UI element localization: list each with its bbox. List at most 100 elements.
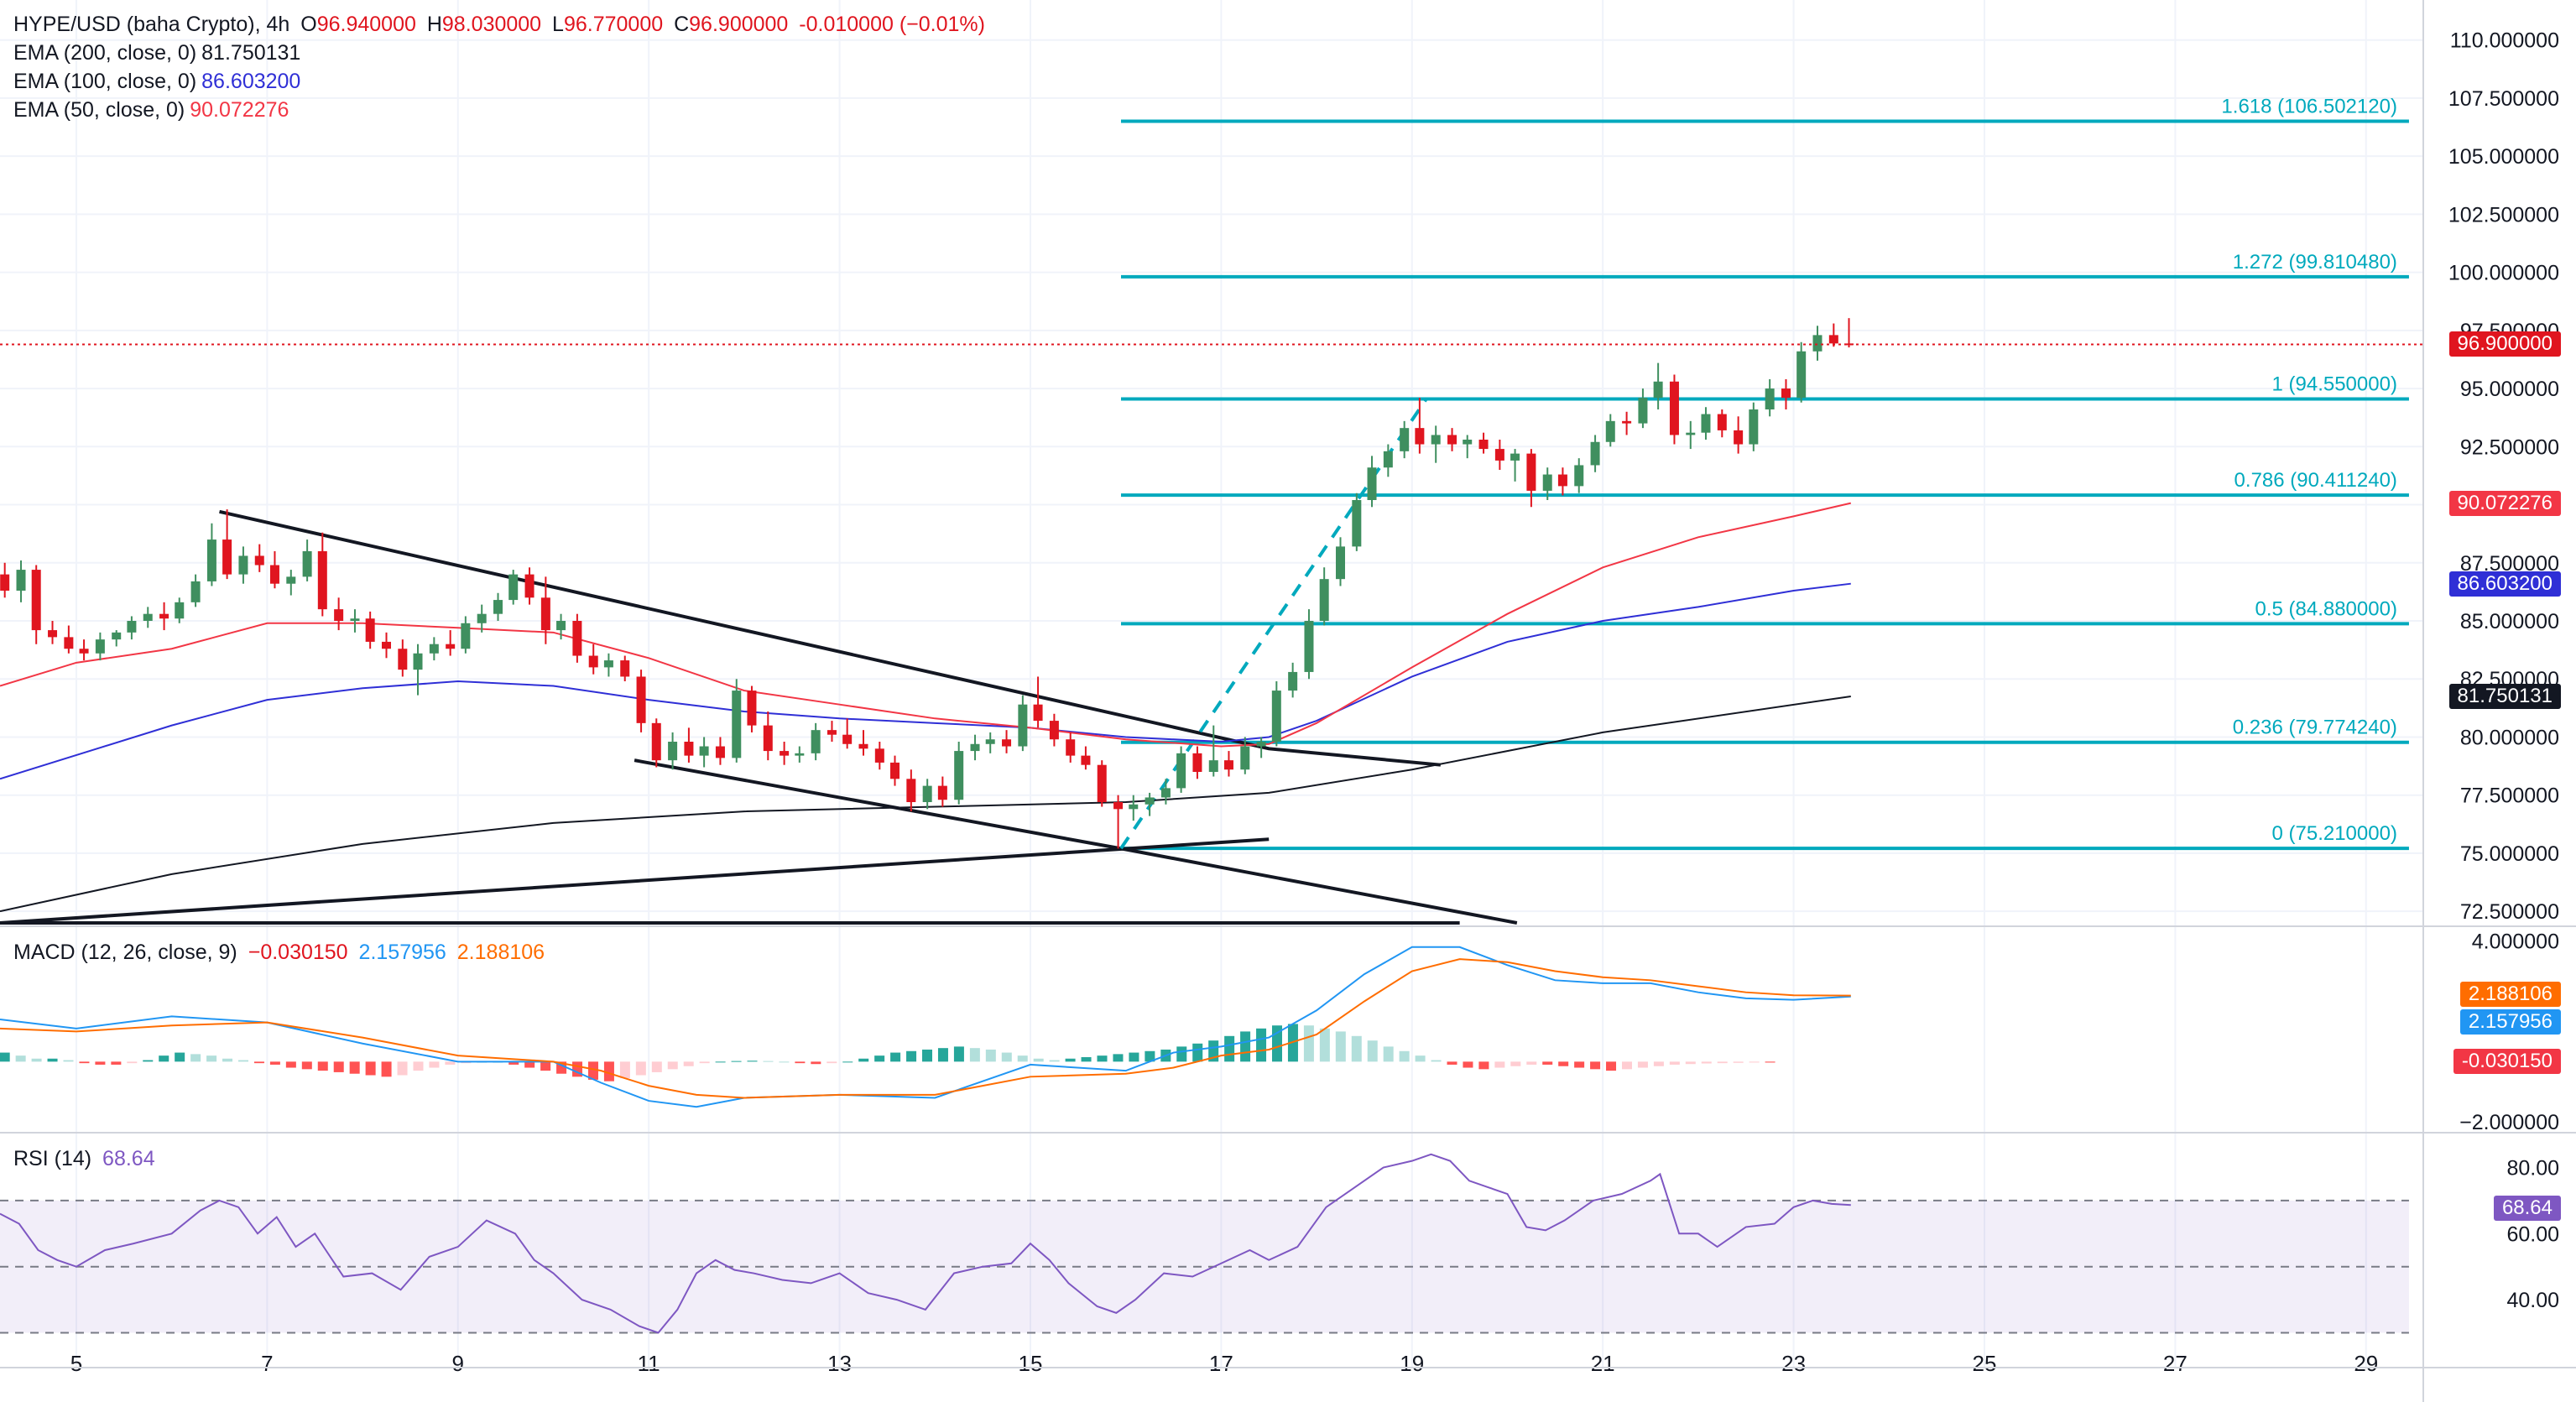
macd-signal-value: 2.188106: [456, 941, 545, 964]
macd-histogram-bar: [1033, 1058, 1044, 1062]
last-price-tag: 96.900000: [2448, 331, 2561, 357]
candle-down: [636, 676, 646, 723]
macd-histogram-bar: [1749, 1061, 1760, 1063]
macd-histogram-bar: [333, 1061, 344, 1072]
fib-level-label: 1.272 (99.810480): [2233, 251, 2397, 274]
price-tick-label: 92.500000: [2460, 435, 2559, 459]
candle-up: [1271, 691, 1281, 742]
candle-down: [64, 637, 74, 649]
macd-hist-value: −0.030150: [248, 941, 348, 964]
macd-histogram-bar: [827, 1061, 837, 1064]
candle-up: [1765, 388, 1775, 409]
candle-up: [238, 555, 248, 575]
macd-histogram-bar: [1065, 1058, 1076, 1062]
ema200-price-tag: 81.750131: [2448, 684, 2561, 709]
macd-histogram-bar: [1765, 1061, 1776, 1063]
x-tick-label: 19: [1400, 1351, 1424, 1376]
macd-histogram-bar: [381, 1061, 392, 1077]
macd-histogram-bar: [1129, 1052, 1139, 1062]
macd-histogram-bar: [953, 1046, 964, 1062]
macd-histogram-bar: [1701, 1061, 1712, 1064]
candle-down: [572, 621, 582, 656]
macd-histogram-bar: [508, 1061, 519, 1065]
candle-up: [1812, 335, 1822, 352]
macd-histogram-bar: [619, 1061, 630, 1079]
candle-up: [970, 743, 980, 752]
price-tick-label: 102.500000: [2448, 203, 2559, 227]
price-tick-label: 107.500000: [2448, 87, 2559, 111]
macd-line-value: 2.157956: [358, 941, 446, 964]
fib-level-label: 1 (94.550000): [2271, 373, 2396, 396]
x-tick-label: 13: [827, 1351, 852, 1376]
candle-down: [540, 597, 550, 631]
macd-histogram-bar: [1574, 1061, 1585, 1068]
ema50-label: EMA (50, close, 0): [13, 98, 185, 122]
candle-down: [780, 751, 790, 756]
candle-down: [524, 574, 534, 598]
candle-up: [1018, 704, 1028, 747]
macd-histogram-bar: [285, 1061, 296, 1068]
macd-histogram-bar: [603, 1061, 614, 1081]
candle-down: [1097, 764, 1107, 802]
candle-up: [603, 660, 613, 668]
price-tick-label: 110.000000: [2450, 29, 2559, 53]
macd-histogram-bar: [429, 1061, 440, 1068]
candle-up: [127, 621, 137, 633]
macd-line-tag: 2.157956: [2459, 1009, 2561, 1035]
candle-down: [0, 574, 10, 591]
chart-grid: [0, 0, 2423, 1368]
macd-histogram-bar: [1303, 1025, 1314, 1062]
macd-histogram-bar: [1510, 1061, 1521, 1066]
price-tick-label: 75.000000: [2460, 842, 2559, 866]
macd-histogram-bar: [301, 1061, 312, 1070]
macd-histogram-bar: [1415, 1055, 1426, 1062]
candle-up: [1510, 453, 1520, 461]
candle-down: [269, 565, 279, 584]
candle-down: [1447, 435, 1457, 445]
x-tick-label: 9: [452, 1351, 464, 1376]
x-tick-label: 27: [2163, 1351, 2188, 1376]
candle-down: [1002, 739, 1012, 747]
candle-up: [1431, 435, 1441, 445]
candle-up: [112, 632, 122, 640]
macd-histogram-bar: [1049, 1060, 1060, 1062]
macd-histogram-bar: [763, 1061, 774, 1062]
candle-up: [508, 574, 519, 601]
candle-up: [1367, 467, 1377, 500]
ema100-line: [0, 582, 1851, 780]
candle-up: [732, 691, 742, 758]
candle-up: [143, 613, 153, 621]
candle-down: [159, 613, 169, 619]
macd-histogram-bar: [79, 1061, 90, 1064]
candle-up: [1176, 753, 1186, 789]
macd-histogram-bar: [683, 1061, 694, 1066]
candle-down: [763, 725, 773, 752]
macd-histogram-bar: [906, 1050, 917, 1062]
candle-up: [1701, 414, 1711, 433]
candle-up: [461, 623, 471, 649]
candle-down: [317, 550, 327, 610]
price-legend: HYPE/USD (baha Crypto), 4h O96.940000 H9…: [13, 10, 990, 39]
macd-histogram-bar: [1606, 1061, 1617, 1071]
open-label: O: [300, 13, 317, 36]
candle-up: [1240, 746, 1250, 770]
x-tick-label: 23: [1781, 1351, 1806, 1376]
candle-up: [1749, 409, 1759, 445]
macd-histogram-bar: [63, 1060, 74, 1062]
rsi-tag: 68.64: [2493, 1196, 2561, 1222]
macd-histogram-bar: [1192, 1043, 1203, 1062]
candle-down: [446, 644, 456, 649]
candle-up: [1542, 474, 1552, 491]
candle-down: [1526, 453, 1536, 491]
candle-down: [620, 660, 630, 677]
fib-level-label: 0.236 (79.774240): [2233, 717, 2397, 739]
ema50-value: 90.072276: [190, 98, 289, 122]
low-value: 96.770000: [563, 13, 664, 36]
candle-down: [1066, 739, 1076, 756]
macd-histogram-bar: [540, 1061, 551, 1071]
candle-down: [890, 762, 900, 779]
candle-up: [1319, 579, 1329, 621]
price-tick-label: 80.000000: [2460, 726, 2559, 749]
price-pane[interactable]: 0 (75.210000) 0.236 (79.774240) 0.5 (84.88…: [0, 96, 2423, 925]
